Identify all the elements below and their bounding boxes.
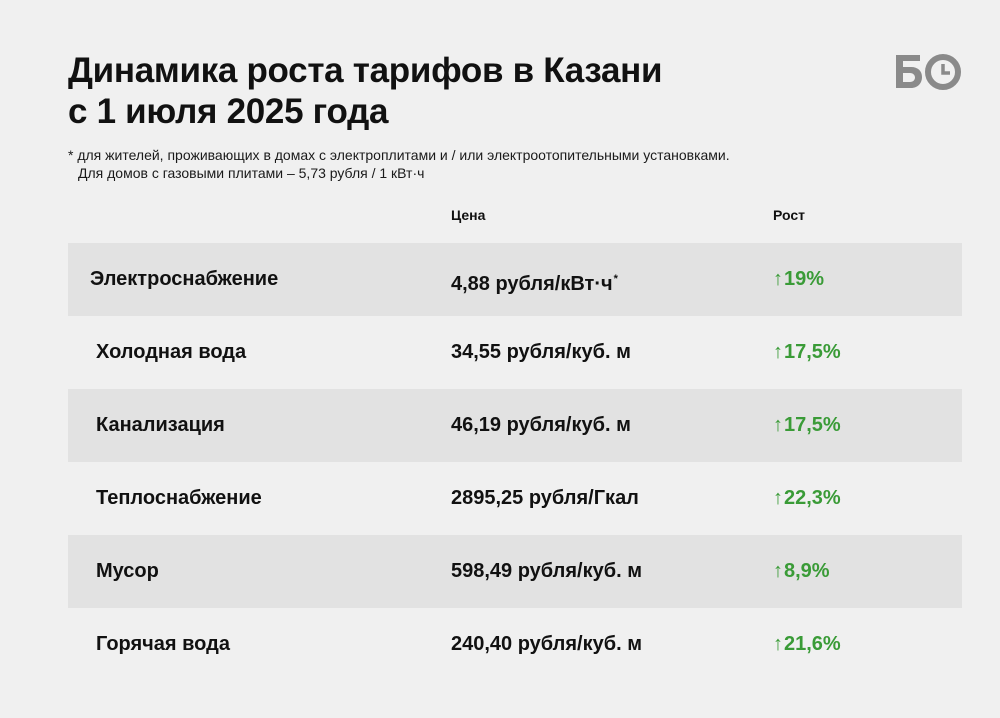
tariff-growth: ↑19% bbox=[773, 243, 824, 316]
table-row: Электроснабжение 4,88 рубля/кВт·ч* ↑19% bbox=[68, 243, 962, 316]
tariff-price: 34,55 рубля/куб. м bbox=[451, 316, 631, 389]
tariff-price: 4,88 рубля/кВт·ч* bbox=[451, 243, 618, 321]
price-value: 46,19 рубля/куб. м bbox=[451, 414, 631, 436]
price-value: 4,88 рубля/кВт·ч bbox=[451, 273, 613, 295]
bo-logo bbox=[894, 52, 962, 92]
growth-value: 8,9% bbox=[784, 560, 830, 582]
tariff-growth: ↑8,9% bbox=[773, 535, 830, 608]
growth-value: 17,5% bbox=[784, 414, 841, 436]
tariff-price: 598,49 рубля/куб. м bbox=[451, 535, 642, 608]
tariff-table: Электроснабжение 4,88 рубля/кВт·ч* ↑19% … bbox=[68, 243, 962, 681]
tariff-growth: ↑17,5% bbox=[773, 389, 841, 462]
table-row: Холодная вода 34,55 рубля/куб. м ↑17,5% bbox=[68, 316, 962, 389]
footnote-mark: * bbox=[613, 273, 618, 285]
tariff-name: Теплоснабжение bbox=[96, 487, 262, 509]
tariff-growth: ↑17,5% bbox=[773, 316, 841, 389]
arrow-up-icon: ↑ bbox=[773, 487, 783, 509]
title-line-1: Динамика роста тарифов в Казани bbox=[68, 51, 663, 90]
title-line-2: с 1 июля 2025 года bbox=[68, 92, 389, 131]
arrow-up-icon: ↑ bbox=[773, 633, 783, 655]
footnote-line-2: Для домов с газовыми плитами – 5,73 рубл… bbox=[78, 165, 425, 181]
tariff-name: Горячая вода bbox=[96, 633, 230, 655]
arrow-up-icon: ↑ bbox=[773, 268, 783, 290]
table-row: Мусор 598,49 рубля/куб. м ↑8,9% bbox=[68, 535, 962, 608]
column-header-price: Цена bbox=[451, 207, 486, 223]
tariff-name: Канализация bbox=[96, 414, 225, 436]
growth-value: 21,6% bbox=[784, 633, 841, 655]
table-row: Горячая вода 240,40 рубля/куб. м ↑21,6% bbox=[68, 608, 962, 681]
price-value: 2895,25 рубля/Гкал bbox=[451, 487, 639, 509]
tariff-name: Мусор bbox=[96, 560, 159, 582]
page-title: Динамика роста тарифов в Казани с 1 июля… bbox=[68, 50, 788, 132]
tariff-price: 240,40 рубля/куб. м bbox=[451, 608, 642, 681]
bo-logo-icon bbox=[896, 54, 961, 90]
table-row: Канализация 46,19 рубля/куб. м ↑17,5% bbox=[68, 389, 962, 462]
tariff-name: Холодная вода bbox=[96, 341, 247, 363]
footnote-line-1: * для жителей, проживающих в домах с эле… bbox=[68, 147, 730, 163]
tariff-name: Электроснабжение bbox=[90, 268, 279, 290]
arrow-up-icon: ↑ bbox=[773, 560, 783, 582]
price-value: 240,40 рубля/куб. м bbox=[451, 633, 642, 655]
growth-value: 19% bbox=[784, 268, 825, 290]
column-header-growth: Рост bbox=[773, 207, 805, 223]
tariff-price: 46,19 рубля/куб. м bbox=[451, 389, 631, 462]
tariff-growth: ↑21,6% bbox=[773, 608, 841, 681]
price-value: 34,55 рубля/куб. м bbox=[451, 341, 631, 363]
infographic-card: Динамика роста тарифов в Казани с 1 июля… bbox=[14, 0, 986, 704]
growth-value: 22,3% bbox=[784, 487, 841, 509]
table-row: Теплоснабжение 2895,25 рубля/Гкал ↑22,3% bbox=[68, 462, 962, 535]
price-value: 598,49 рубля/куб. м bbox=[451, 560, 642, 582]
tariff-growth: ↑22,3% bbox=[773, 462, 841, 535]
growth-value: 17,5% bbox=[784, 341, 841, 363]
tariff-price: 2895,25 рубля/Гкал bbox=[451, 462, 639, 535]
arrow-up-icon: ↑ bbox=[773, 341, 783, 363]
arrow-up-icon: ↑ bbox=[773, 414, 783, 436]
footnote: * для жителей, проживающих в домах с эле… bbox=[68, 146, 868, 182]
